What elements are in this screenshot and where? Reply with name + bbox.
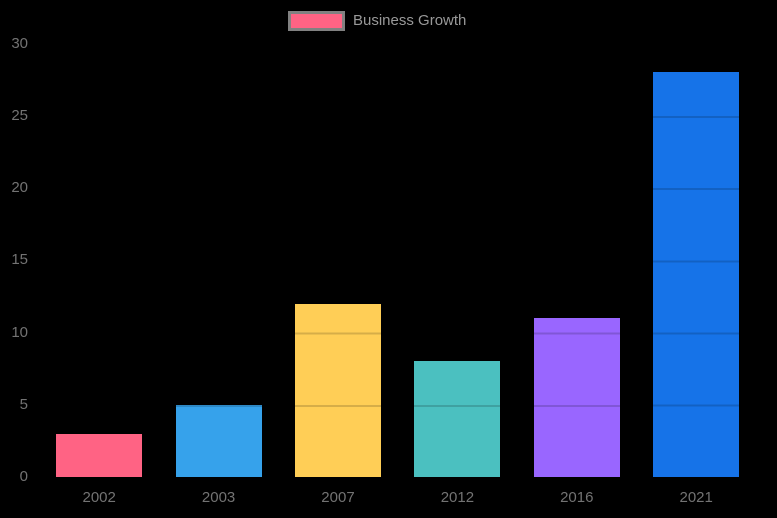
- x-axis-tick-label: 2012: [440, 489, 475, 506]
- bar-2016[interactable]: [533, 318, 620, 477]
- bar-2007[interactable]: [295, 303, 381, 477]
- y-axis-tick-label: 25: [11, 106, 28, 124]
- y-axis-tick-label: 10: [11, 323, 28, 341]
- y-axis-tick-label: 30: [11, 34, 28, 52]
- bar-2021[interactable]: [653, 72, 740, 477]
- legend-label: Business Growth: [353, 12, 467, 29]
- y-axis-tick-label: 0: [19, 468, 28, 485]
- bar-2003[interactable]: [175, 404, 262, 477]
- x-axis-tick-label: 2016: [560, 489, 594, 506]
- y-axis-tick-label: 20: [11, 179, 28, 196]
- legend-swatch: [288, 11, 345, 31]
- legend-item[interactable]: Business Growth: [288, 11, 466, 31]
- y-axis-tick-label: 15: [11, 251, 28, 269]
- y-axis-tick-label: 5: [19, 395, 28, 413]
- bar-2002[interactable]: [56, 433, 143, 477]
- x-axis-tick-label: 2021: [679, 489, 713, 506]
- x-axis-tick-label: 2002: [82, 489, 116, 506]
- x-axis-tick-label: 2007: [321, 489, 355, 506]
- bar-2012[interactable]: [414, 361, 501, 477]
- x-axis-tick-label: 2003: [201, 489, 236, 506]
